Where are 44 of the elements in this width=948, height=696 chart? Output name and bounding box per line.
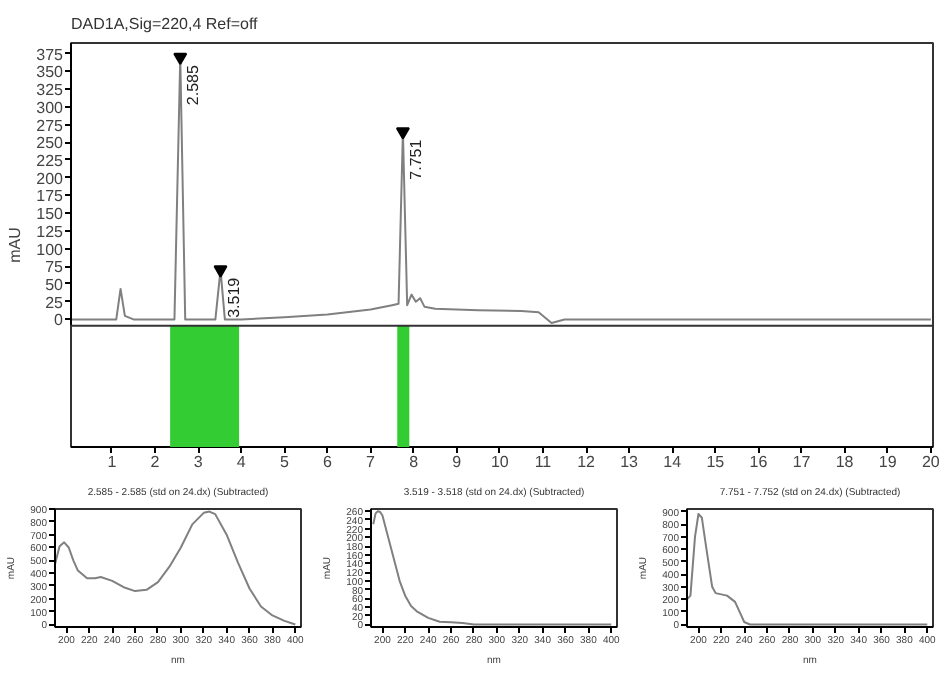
y-axis-title: mAU [6,226,25,263]
x-tick-label: 16 [749,453,769,471]
y-tick-label: 375 [36,45,65,64]
x-tick-label: 7 [366,453,377,471]
x-tick-label: 20 [921,453,941,471]
chart-title: DAD1A,Sig=220,4 Ref=off [71,15,260,33]
y-tick-label: 125 [36,222,65,241]
y-tick-label: 350 [36,63,65,82]
y-tick-label: 225 [36,151,65,170]
y-tick-label: 25 [45,293,65,312]
y-tick-label: 300 [36,98,65,117]
x-tick-label: 17 [792,453,812,471]
y-tick-label: 150 [36,205,65,224]
x-tick-label: 3 [193,453,204,471]
y-tick-label: 75 [45,258,65,277]
line-series [55,510,297,626]
x-tick-label: 15 [706,453,726,471]
x-tick-label: 2 [150,453,161,471]
line-series [687,513,929,626]
x-tick-label: 5 [279,453,290,471]
x-tick-label: 9 [452,453,463,471]
annotation: 3.519 [224,276,243,318]
x-tick-label: 18 [835,453,855,471]
x-tick-label: 10 [490,453,510,471]
y-tick-label: 50 [45,275,65,294]
x-tick-label: 6 [323,453,333,471]
x-tick-label: 8 [409,453,420,471]
line-series [372,510,613,626]
x-tick-label: 14 [663,453,683,471]
y-tick-label: 275 [36,116,65,135]
y-tick-label: 100 [36,240,65,259]
y-tick-label: 200 [36,169,65,188]
x-tick-label: 13 [620,453,640,471]
y-tick-label: 0 [54,311,65,330]
x-tick-label: 1 [107,453,118,471]
annotation: 7.751 [406,138,425,180]
y-tick-label: 175 [36,187,65,206]
x-tick-label: 4 [236,453,247,471]
x-tick-label: 19 [878,453,898,471]
annotation: 2.585 [184,64,203,106]
y-tick-label: 250 [36,134,65,153]
x-tick-label: 11 [534,453,553,471]
y-tick-label: 325 [36,81,65,100]
x-tick-label: 12 [577,453,597,471]
